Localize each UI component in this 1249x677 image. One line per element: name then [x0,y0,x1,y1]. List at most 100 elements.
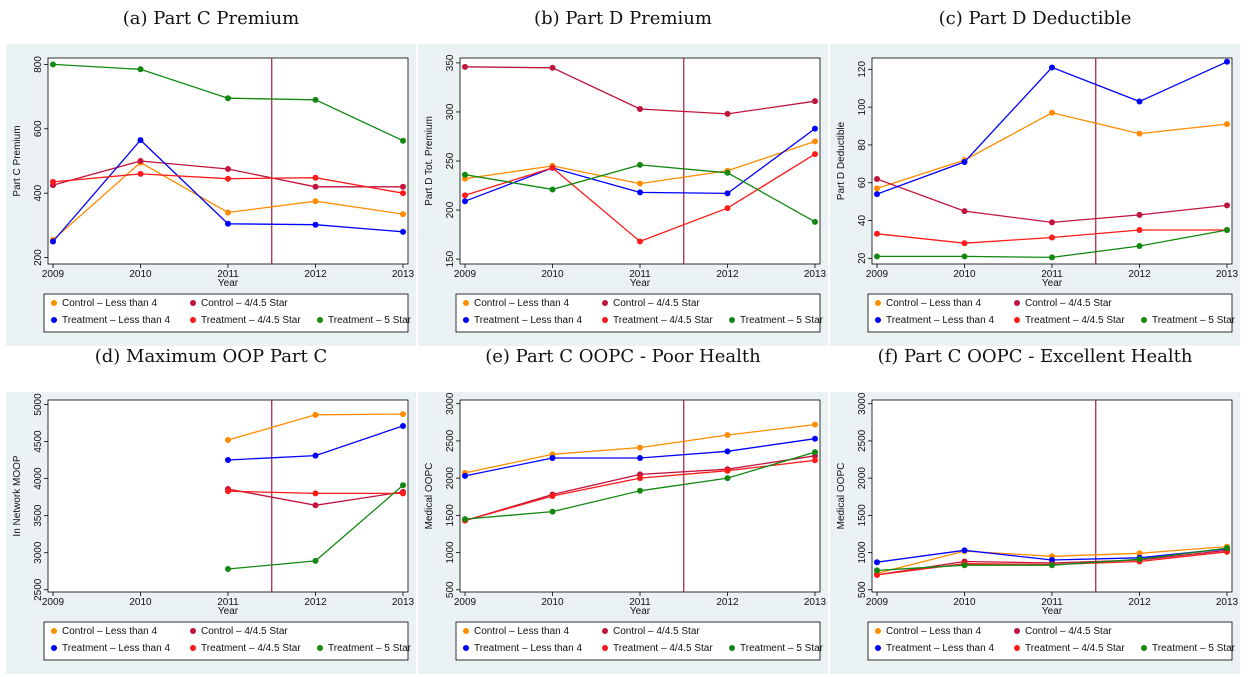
y-tick-label: 200 [445,201,456,218]
y-tick-label: 150 [445,250,456,267]
y-tick-label: 3000 [857,392,868,415]
y-tick-label: 80 [857,139,868,151]
legend-box [43,621,409,661]
legend-label: Treatment – 4/4.5 Star [1025,643,1125,654]
legend-marker [317,317,323,323]
data-point [312,174,319,181]
legend-label: Control – Less than 4 [474,298,569,309]
data-point [874,559,880,566]
data-point [724,169,731,176]
data-point [1049,109,1055,116]
data-point [50,61,56,68]
data-point [549,508,556,515]
legend-label: Treatment – 4/4.5 Star [1025,315,1125,326]
legend-label: Treatment – 4/4.5 Star [613,643,713,654]
y-tick-label: 400 [33,184,44,201]
x-axis-title: Year [1042,606,1063,617]
x-axis-title: Year [630,278,651,289]
legend-marker [190,628,196,634]
y-tick-label: 2000 [857,467,868,490]
y-tick-label: 1500 [445,504,456,527]
data-point [462,171,468,178]
y-axis-title: Part D Deductible [836,121,847,200]
legend-marker [729,317,735,323]
data-point [637,444,643,451]
plot-area [47,399,409,593]
data-point [812,218,818,225]
data-point [724,190,731,197]
data-point [225,209,231,216]
x-tick-label: 2011 [217,269,239,280]
data-point [724,431,731,438]
data-point [400,411,406,418]
legend-label: Control – Less than 4 [62,298,157,309]
panel-title: (e) Part C OOPC - Poor Health [485,346,761,367]
legend-label: Treatment – Less than 4 [886,315,994,326]
legend-marker [463,628,469,634]
data-point [225,566,231,573]
panel-title: (b) Part D Premium [534,8,712,29]
data-point [400,211,406,218]
data-point [1049,219,1055,226]
plot-area [459,399,821,593]
data-point [137,170,144,177]
legend-marker [1014,317,1020,323]
legend-marker [1141,317,1147,323]
data-point [312,96,319,103]
data-point [1136,226,1143,233]
legend-label: Control – 4/4.5 Star [1025,626,1112,637]
legend-marker [317,645,323,651]
data-point [1224,202,1230,209]
legend-label: Control – 4/4.5 Star [201,626,288,637]
legend-box [867,621,1233,661]
panel-title: (c) Part D Deductible [939,8,1132,29]
data-point [637,487,643,494]
legend-box [867,293,1233,333]
x-tick-label: 2009 [42,269,65,280]
legend-label: Control – 4/4.5 Star [1025,298,1112,309]
y-tick-label: 350 [445,54,456,71]
data-point [137,158,144,164]
y-axis-title: Part C Premium [12,125,23,196]
data-point [1049,557,1055,563]
x-axis-title: Year [218,606,239,617]
data-point [462,198,468,205]
data-point [225,437,231,444]
data-point [312,557,319,564]
legend-marker [602,645,608,651]
legend-label: Treatment – 4/4.5 Star [613,315,713,326]
legend-marker [463,645,469,651]
plot-area [459,57,821,265]
data-point [549,186,556,193]
y-tick-label: 2500 [445,429,456,452]
data-point [462,516,468,523]
x-tick-label: 2009 [454,269,477,280]
x-tick-label: 2013 [1216,597,1239,608]
data-point [637,475,643,482]
data-point [961,158,968,165]
y-tick-label: 3000 [445,392,456,415]
legend-marker [729,645,735,651]
data-point [724,110,731,117]
data-point [549,493,556,499]
x-axis-title: Year [218,278,239,289]
x-tick-label: 2009 [866,597,889,608]
data-point [812,421,818,428]
data-point [961,547,968,554]
data-point [637,238,643,245]
legend-marker [1141,645,1147,651]
x-tick-label: 2012 [716,597,739,608]
legend-label: Treatment – Less than 4 [474,643,582,654]
data-point [1224,226,1230,233]
data-point [724,448,731,455]
y-tick-label: 4500 [33,430,44,453]
data-point [961,208,968,215]
legend-marker [51,300,57,306]
data-point [1136,130,1143,137]
x-axis-title: Year [1042,278,1063,289]
y-tick-label: 800 [33,56,44,73]
data-point [874,253,880,260]
data-point [961,253,968,260]
data-point [1049,234,1055,241]
x-tick-label: 2012 [1128,597,1151,608]
